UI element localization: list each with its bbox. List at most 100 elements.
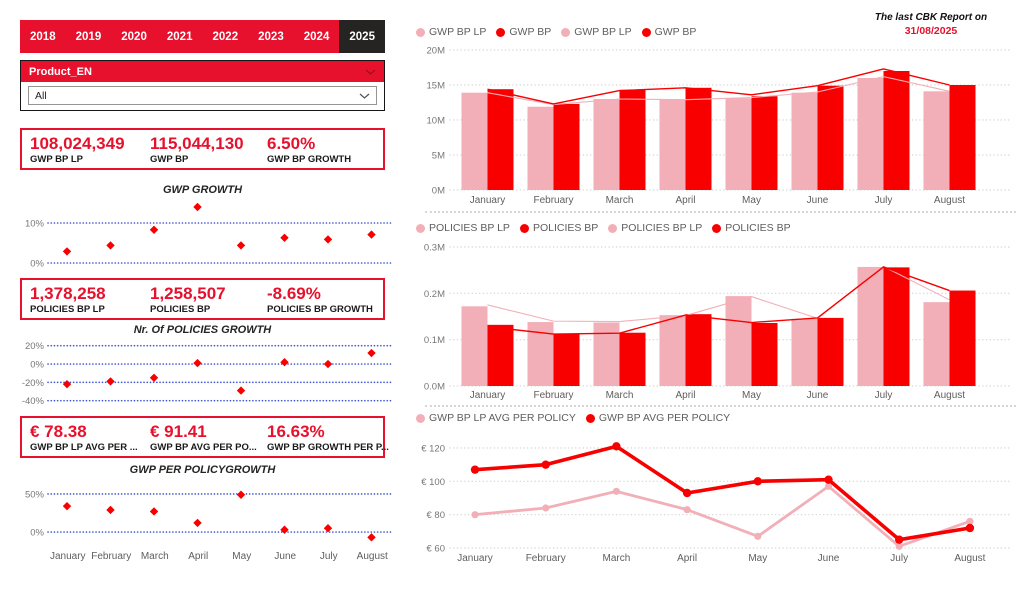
policies-growth-scatter[interactable]: 20% 0% -20% -40%	[0, 338, 405, 408]
legend-item-policies-bp[interactable]: POLICIES BP	[519, 222, 598, 234]
product-dropdown[interactable]: All	[28, 86, 377, 105]
bar-policies-bp-july[interactable]	[883, 267, 910, 386]
gwp-growth-scatter[interactable]: 10% 0%	[0, 202, 405, 273]
bar-policies-bp-may[interactable]	[751, 322, 778, 386]
marker-gwp-bp-lp-avg-per-policy-august[interactable]	[966, 517, 974, 525]
point-july[interactable]	[323, 235, 333, 244]
bar-gwp-bp-lp-may[interactable]	[725, 98, 752, 190]
year-tab-2021[interactable]: 2021	[166, 30, 193, 43]
year-tab-2022[interactable]: 2022	[212, 30, 239, 43]
bar-gwp-bp-march[interactable]	[619, 89, 646, 190]
marker-gwp-bp-lp-avg-per-policy-february[interactable]	[542, 504, 550, 512]
point-may[interactable]	[236, 490, 246, 499]
bar-gwp-bp-lp-april[interactable]	[659, 99, 686, 190]
line-gwp-bp-lp[interactable]	[487, 76, 950, 106]
point-june[interactable]	[280, 357, 289, 367]
bar-policies-bp-january[interactable]	[487, 324, 514, 386]
legend-item-policies-bp-lp[interactable]: POLICIES BP LP	[608, 222, 702, 234]
bar-policies-bp-april[interactable]	[685, 314, 712, 386]
bar-policies-bp-lp-april[interactable]	[659, 315, 686, 386]
point-may[interactable]	[236, 386, 246, 395]
point-june[interactable]	[280, 525, 289, 534]
bar-policies-bp-lp-march[interactable]	[593, 322, 620, 386]
point-august[interactable]	[367, 533, 376, 542]
marker-gwp-bp-lp-avg-per-policy-april[interactable]	[683, 506, 691, 514]
point-april[interactable]	[193, 202, 202, 212]
bar-policies-bp-august[interactable]	[949, 290, 976, 386]
point-february[interactable]	[106, 241, 115, 250]
line-policies-bp[interactable]	[487, 266, 950, 335]
bar-gwp-bp-january[interactable]	[487, 89, 514, 190]
gwp-monthly-chart[interactable]: 20M 15M 10M 5M 0M January February March April Ma…	[415, 44, 1020, 212]
bar-gwp-bp-lp-january[interactable]	[461, 92, 488, 190]
legend-item-gwp-bp[interactable]: GWP BP	[641, 26, 696, 38]
year-tab-2018[interactable]: 2018	[30, 30, 56, 43]
point-january[interactable]	[62, 501, 72, 511]
legend-item-gwp-bp-lp-avg-per-policy[interactable]: GWP BP LP AVG PER POLICY	[416, 412, 576, 424]
legend-item-gwp-bp-lp[interactable]: GWP BP LP	[416, 26, 486, 38]
bar-policies-bp-march[interactable]	[619, 332, 646, 386]
bar-gwp-bp-lp-march[interactable]	[593, 99, 620, 190]
marker-gwp-bp-lp-avg-per-policy-january[interactable]	[471, 511, 479, 519]
year-tab-2025[interactable]: 2025	[339, 20, 385, 53]
marker-gwp-bp-avg-per-policy-january[interactable]	[470, 465, 480, 474]
bar-gwp-bp-lp-june[interactable]	[791, 92, 818, 190]
point-july[interactable]	[323, 524, 333, 533]
bar-policies-bp-lp-january[interactable]	[461, 306, 488, 386]
point-february[interactable]	[106, 505, 115, 515]
avg-per-policy-chart[interactable]: € 120 € 100 € 80 € 60 January February March Ap…	[415, 432, 1020, 572]
point-march[interactable]	[149, 373, 159, 382]
year-tab-2024[interactable]: 2024	[303, 30, 330, 43]
bar-gwp-bp-june[interactable]	[817, 85, 844, 190]
legend-item-policies-bp[interactable]: POLICIES BP	[712, 222, 791, 234]
policies-monthly-chart[interactable]: 0.3M 0.2M 0.1M 0.0M January February March Apri…	[415, 240, 1020, 404]
point-july[interactable]	[323, 359, 333, 369]
bar-gwp-bp-lp-august[interactable]	[923, 91, 950, 190]
chevron-down-icon[interactable]	[359, 93, 370, 99]
line-gwp-bp[interactable]	[487, 68, 950, 105]
bar-gwp-bp-april[interactable]	[685, 87, 712, 190]
point-may[interactable]	[236, 241, 246, 250]
point-january[interactable]	[62, 247, 72, 256]
bar-gwp-bp-lp-february[interactable]	[527, 106, 554, 190]
point-august[interactable]	[367, 348, 376, 358]
point-march[interactable]	[149, 225, 159, 234]
point-january[interactable]	[62, 379, 72, 389]
point-february[interactable]	[106, 377, 115, 386]
point-april[interactable]	[193, 358, 202, 368]
legend-item-gwp-bp-lp[interactable]: GWP BP LP	[561, 26, 632, 38]
bar-gwp-bp-february[interactable]	[553, 103, 580, 190]
year-tab-2020[interactable]: 2020	[121, 30, 147, 43]
point-march[interactable]	[149, 507, 159, 516]
marker-gwp-bp-avg-per-policy-june[interactable]	[824, 475, 833, 484]
gwp-per-policy-growth-scatter[interactable]: 50% 0%	[0, 478, 405, 548]
point-april[interactable]	[193, 518, 202, 528]
bar-policies-bp-lp-august[interactable]	[923, 302, 950, 386]
bar-policies-bp-lp-june[interactable]	[791, 318, 818, 386]
point-august[interactable]	[367, 230, 376, 239]
bar-policies-bp-june[interactable]	[817, 317, 844, 386]
line-gwp-bp-lp-avg-per-policy[interactable]	[474, 484, 971, 548]
marker-gwp-bp-lp-avg-per-policy-july[interactable]	[895, 542, 903, 550]
year-tab-2019[interactable]: 2019	[75, 30, 102, 43]
marker-gwp-bp-avg-per-policy-april[interactable]	[682, 488, 692, 498]
marker-gwp-bp-lp-avg-per-policy-march[interactable]	[612, 487, 620, 495]
line-gwp-bp-avg-per-policy[interactable]	[474, 444, 971, 542]
bar-gwp-bp-august[interactable]	[949, 85, 976, 190]
marker-gwp-bp-lp-avg-per-policy-may[interactable]	[754, 532, 762, 540]
bar-policies-bp-february[interactable]	[553, 333, 580, 386]
bar-gwp-bp-may[interactable]	[751, 96, 778, 190]
bar-gwp-bp-july[interactable]	[883, 71, 910, 190]
year-tab-2023[interactable]: 2023	[258, 30, 284, 43]
point-june[interactable]	[280, 233, 289, 242]
marker-gwp-bp-lp-avg-per-policy-june[interactable]	[824, 482, 833, 490]
legend-item-gwp-bp[interactable]: GWP BP	[496, 26, 551, 38]
marker-gwp-bp-avg-per-policy-august[interactable]	[965, 523, 975, 533]
slicer-header[interactable]: Product_EN	[21, 61, 384, 82]
marker-gwp-bp-avg-per-policy-may[interactable]	[753, 477, 762, 486]
legend-item-policies-bp-lp[interactable]: POLICIES BP LP	[416, 222, 510, 234]
marker-gwp-bp-avg-per-policy-february[interactable]	[541, 460, 550, 469]
marker-gwp-bp-avg-per-policy-march[interactable]	[612, 442, 621, 451]
bar-gwp-bp-lp-july[interactable]	[857, 78, 884, 190]
marker-gwp-bp-avg-per-policy-july[interactable]	[895, 535, 904, 544]
